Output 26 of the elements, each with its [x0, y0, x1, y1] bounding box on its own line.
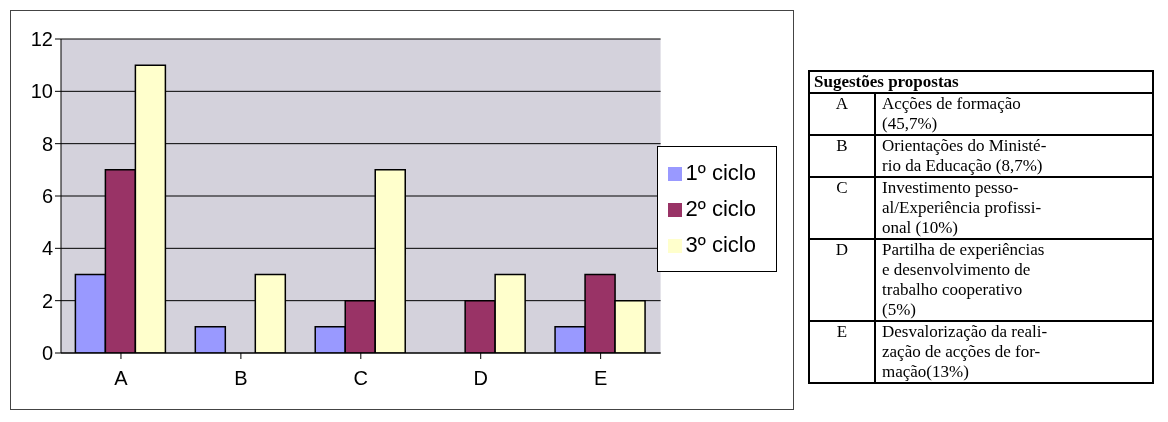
y-tick-label: 12	[30, 28, 53, 51]
y-tick-label: 0	[41, 342, 53, 365]
text: Acções de formação (45,7%)	[882, 94, 1022, 134]
x-tick-label: B	[234, 367, 248, 390]
text: B	[835, 136, 849, 156]
text: Investimento pesso- al/Experiência profissi- onal (10%)	[882, 178, 1043, 238]
text: Sugestões propostas	[809, 71, 1153, 93]
text: Orientações do Ministé- rio da Educação (8,7%)	[882, 136, 1048, 176]
text: D	[834, 240, 850, 260]
x-tick-label: D	[473, 367, 488, 390]
y-tick-label: 2	[41, 289, 53, 312]
y-tick-label: 8	[41, 132, 53, 155]
x-tick-label: E	[593, 367, 608, 390]
text: Partilha de experiências e desenvolvimento de trabalho cooperativo (5%)	[882, 240, 1046, 320]
y-tick-label: 6	[41, 185, 53, 208]
text: A	[834, 94, 850, 114]
legend-label: 3º ciclo	[685, 232, 756, 257]
y-tick-label: 4	[41, 237, 53, 260]
text: Desvalorização da reali- zação de acções de for- mação(13%)	[882, 322, 1049, 382]
y-tick-label: 10	[30, 80, 53, 103]
x-tick-label: C	[353, 367, 369, 390]
legend-label: 2º ciclo	[685, 196, 756, 221]
legend-label: 1º ciclo	[685, 160, 756, 185]
text: C	[835, 178, 849, 198]
x-tick-label: A	[114, 367, 129, 390]
text: E	[835, 322, 849, 342]
